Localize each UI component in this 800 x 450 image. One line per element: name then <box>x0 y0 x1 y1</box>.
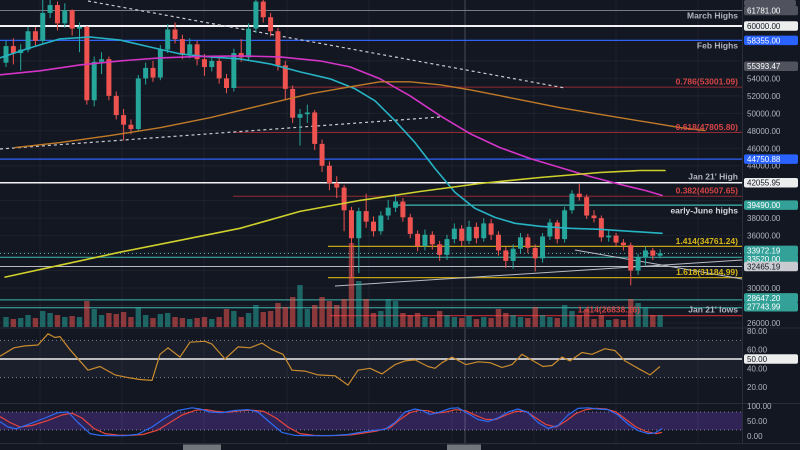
chart-annotation: Jan 21' lows <box>688 305 738 315</box>
time-axis[interactable] <box>0 444 800 450</box>
time-axis-box <box>183 444 221 450</box>
price-badge <box>744 301 798 312</box>
chart-annotation: March Highs <box>687 10 738 20</box>
horizontal-level-lines[interactable] <box>0 9 742 317</box>
price-badge <box>744 35 798 46</box>
price-tick-label: 46000.00 <box>747 144 781 153</box>
price-tick-label: 30000.00 <box>747 284 781 293</box>
price-badge <box>744 61 798 71</box>
stoch-tick-label: 0.00 <box>747 432 763 441</box>
price-badge <box>744 261 798 272</box>
price-badge-label: 42055.95 <box>747 179 781 188</box>
price-badge-label: 55393.47 <box>747 62 781 71</box>
annotations: March Highs Feb Highs 0.786(53001.09) 0.618… <box>578 10 739 314</box>
trendline[interactable] <box>334 259 743 287</box>
stoch-pane <box>0 407 742 437</box>
rsi-tick-label: 40.00 <box>747 364 768 373</box>
chart-annotation: 0.786(53001.09) <box>676 77 739 87</box>
stoch-tick-label: 100.00 <box>747 402 772 411</box>
price-badge <box>744 5 798 16</box>
trendline[interactable] <box>574 249 743 280</box>
stoch-k-line <box>0 407 663 437</box>
trendline[interactable] <box>87 0 566 89</box>
trendline[interactable] <box>0 116 441 150</box>
ma-orange <box>14 81 706 149</box>
chart-annotation: 0.382(40507.65) <box>676 186 739 196</box>
price-badge-label: 58355.00 <box>747 36 781 45</box>
chart-annotation: 1.618(31184.99) <box>676 267 738 277</box>
price-badge-label: 32465.19 <box>747 262 781 271</box>
price-tick-label: 52000.00 <box>747 92 781 101</box>
price-badge-label: 60000.00 <box>747 22 781 31</box>
chart-annotation: Jan 21' High <box>688 172 738 182</box>
rsi-tick-label: 60.00 <box>747 346 768 355</box>
stoch-band <box>0 412 742 430</box>
price-badge-label: 33520.00 <box>747 255 781 264</box>
price-tick-label: 36000.00 <box>747 232 781 241</box>
chart-annotation: 1.414(26838.16) <box>578 305 641 315</box>
rsi-tick-label: 80.00 <box>747 327 768 336</box>
rsi-badge <box>744 354 798 364</box>
ma-teal <box>0 36 663 235</box>
rsi-tick-label: 20.00 <box>747 383 768 392</box>
price-tick-label: 48000.00 <box>747 127 781 136</box>
price-badge-label: 39490.00 <box>747 201 781 210</box>
price-tick-label: 54000.00 <box>747 74 781 83</box>
price-badge-label: 27743.99 <box>747 303 781 312</box>
moving-averages <box>0 36 706 278</box>
chart-annotation: 1.414(34761.24) <box>676 236 739 246</box>
price-badge-label: 61781.00 <box>747 6 781 15</box>
price-axis[interactable]: 54000.00 52000.00 50000.00 48000.00 46000.00… <box>744 0 798 441</box>
price-badge-label: 28647.20 <box>747 294 781 303</box>
chart-annotation: early-June highs <box>670 206 738 216</box>
volume-bars <box>3 243 663 327</box>
chart-annotation: 0.618(47805.80) <box>676 122 739 132</box>
stoch-tick-label: 50.00 <box>747 417 768 426</box>
price-badge-label: 44750.88 <box>747 155 781 164</box>
candles <box>3 0 663 286</box>
price-tick-label: 38000.00 <box>747 214 781 223</box>
price-badge <box>744 293 798 303</box>
price-tick-label: 50000.00 <box>747 109 781 118</box>
price-badge <box>744 200 798 210</box>
chart-pane[interactable] <box>0 0 742 328</box>
price-tick-label: 26000.00 <box>747 319 781 328</box>
price-badge <box>744 21 798 31</box>
price-tick-label: 44000.00 <box>747 162 781 171</box>
trendlines[interactable] <box>0 0 743 287</box>
time-axis-box <box>447 444 481 450</box>
price-badge-partial <box>744 0 796 6</box>
rsi-line <box>0 333 661 386</box>
rsi-pane <box>0 333 742 386</box>
price-badge <box>744 245 798 256</box>
price-badge-label: 33972.19 <box>747 246 781 255</box>
price-badge <box>744 254 798 264</box>
chart-annotation: Feb Highs <box>697 40 738 50</box>
rsi-badge-label: 50.00 <box>747 355 768 364</box>
price-badge <box>744 154 798 164</box>
ma-yellow <box>4 169 666 278</box>
price-badge <box>744 177 798 188</box>
